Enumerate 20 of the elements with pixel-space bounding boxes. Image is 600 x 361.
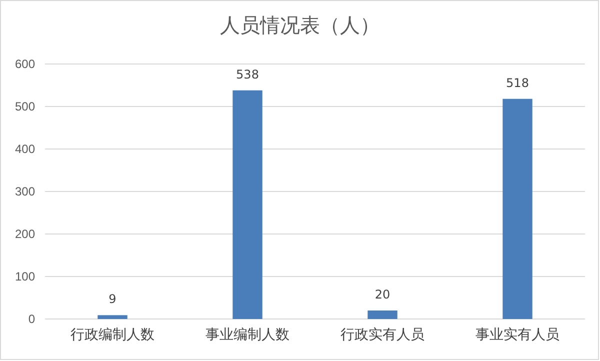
y-tick-label: 500	[14, 99, 36, 114]
data-label: 9	[108, 292, 116, 306]
bar	[232, 90, 262, 319]
y-tick-label: 200	[14, 226, 36, 241]
y-tick-label: 300	[14, 184, 36, 198]
chart-title: 人员情况表（人）	[220, 13, 380, 37]
y-tick-label: 100	[14, 269, 36, 284]
data-label: 20	[374, 288, 390, 302]
x-tick-label: 行政编制人数	[70, 326, 154, 342]
bar	[98, 315, 128, 319]
y-tick-label: 0	[28, 312, 36, 326]
data-label: 538	[236, 67, 259, 82]
x-tick-label: 事业实有人员	[476, 326, 560, 342]
data-label: 518	[506, 76, 529, 90]
x-tick-label: 事业编制人数	[206, 326, 290, 342]
bar	[368, 310, 398, 319]
y-tick-label: 400	[14, 142, 36, 156]
x-tick-label: 行政实有人员	[340, 326, 424, 342]
bar	[502, 98, 532, 319]
y-tick-label: 600	[14, 56, 36, 71]
